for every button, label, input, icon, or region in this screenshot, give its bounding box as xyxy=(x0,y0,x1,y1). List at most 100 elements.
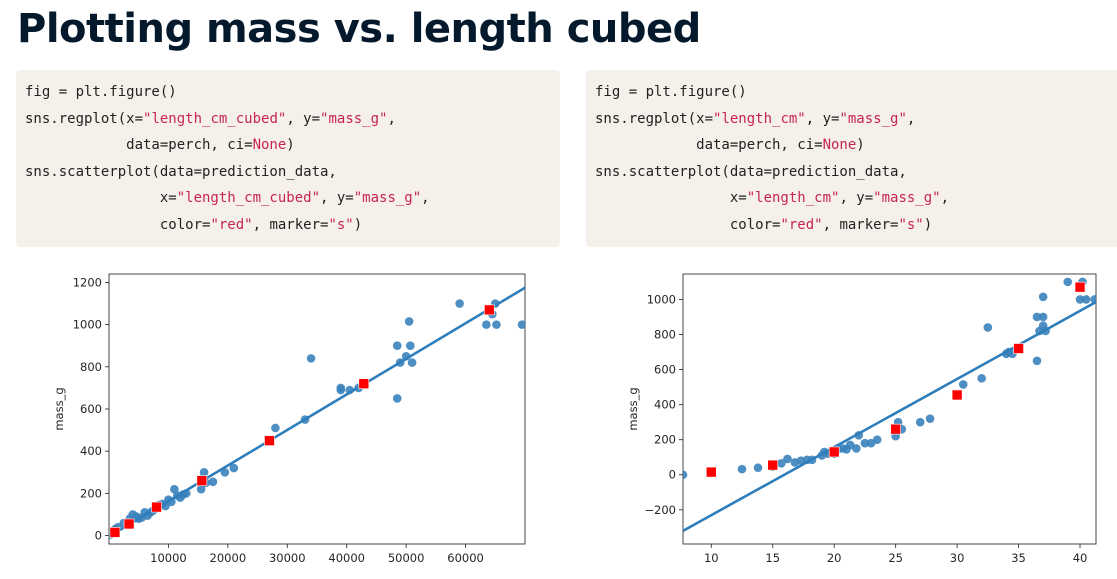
code-text: , y= xyxy=(805,110,840,127)
prediction-point xyxy=(1074,281,1086,293)
prediction-point xyxy=(264,435,275,446)
chart-mass-vs-length-cubed: 0 200 400 600 800 1000 1200 10000 20000 30000 4000… xyxy=(52,273,526,565)
y-tick-label: 1000 xyxy=(73,318,102,332)
code-text: , marker= xyxy=(822,217,899,233)
code-text: ) xyxy=(286,137,295,154)
x-tick-label: 25 xyxy=(888,551,903,565)
data-point xyxy=(407,358,417,367)
code-text: ) xyxy=(353,217,363,233)
plot-marks xyxy=(683,277,1096,532)
code-keyword: None xyxy=(252,137,287,154)
regression-line xyxy=(683,300,1096,532)
code-line: data=perch, ci=None) xyxy=(595,136,865,154)
x-tick-label: 20000 xyxy=(210,551,247,565)
data-point xyxy=(482,320,491,329)
data-point xyxy=(783,454,792,464)
code-block-length: fig = plt.figure() sns.regplot(x="length_… xyxy=(586,70,1117,247)
y-axis-label: mass_g xyxy=(626,387,640,430)
data-point xyxy=(1038,312,1048,322)
prediction-point xyxy=(1013,343,1024,354)
code-line: fig = plt.figure() xyxy=(25,83,177,101)
code-text: x= xyxy=(595,190,747,207)
data-point xyxy=(220,467,230,477)
x-tick-label: 40 xyxy=(1073,551,1088,565)
data-point xyxy=(1038,292,1048,302)
code-string: "s" xyxy=(898,217,924,233)
prediction-point xyxy=(828,446,840,458)
code-string: "length_cm_cubed" xyxy=(143,110,287,127)
data-point xyxy=(1063,277,1073,287)
y-tick-label: 0 xyxy=(95,529,102,543)
code-block-cubed: fig = plt.figure() sns.regplot(x="length_… xyxy=(16,70,560,247)
prediction-point xyxy=(767,459,779,471)
data-point xyxy=(392,394,402,403)
y-tick-label: 400 xyxy=(654,398,676,412)
code-line: sns.scatterplot(data=prediction_data, xyxy=(595,163,907,181)
code-text: sns.scatterplot(data=prediction_data, xyxy=(25,163,337,180)
code-text: x= xyxy=(25,190,177,207)
code-text: sns.regplot(x= xyxy=(25,110,144,127)
x-tick-label: 10 xyxy=(704,551,719,565)
plot-area xyxy=(682,273,1097,545)
x-tick-label: 15 xyxy=(765,551,780,565)
prediction-point xyxy=(196,475,208,487)
code-text: , y= xyxy=(286,110,321,127)
code-text: fig = plt.figure() xyxy=(595,84,747,100)
data-point xyxy=(683,470,688,480)
code-string: "red" xyxy=(780,217,823,233)
x-tick-label: 35 xyxy=(1011,551,1026,565)
code-text: data=perch, ci= xyxy=(25,137,253,154)
data-point xyxy=(1081,295,1091,304)
y-tick-label: 400 xyxy=(80,444,102,458)
code-string: "red" xyxy=(210,217,253,233)
data-point xyxy=(860,438,870,448)
y-tick-label: 600 xyxy=(654,363,676,377)
data-point xyxy=(737,464,747,474)
data-point xyxy=(777,459,786,468)
code-line: sns.regplot(x="length_cm_cubed", y="mass… xyxy=(25,110,396,128)
data-point xyxy=(406,341,415,351)
code-text: , xyxy=(387,110,396,127)
data-point xyxy=(229,463,239,473)
code-string: "mass_g" xyxy=(320,110,388,127)
data-point xyxy=(1032,312,1042,322)
code-line: sns.regplot(x="length_cm", y="mass_g", xyxy=(595,110,915,128)
data-point xyxy=(517,320,525,329)
code-line: color="red", marker="s") xyxy=(595,216,932,234)
code-text: ) xyxy=(856,137,865,154)
x-tick-label: 30000 xyxy=(269,551,306,565)
x-tick-label: 30 xyxy=(950,551,965,565)
code-text: color= xyxy=(25,217,211,233)
data-point xyxy=(196,484,206,494)
code-line: color="red", marker="s") xyxy=(25,216,362,234)
x-tick-label: 60000 xyxy=(447,551,484,565)
data-point xyxy=(925,414,935,423)
code-line: sns.scatterplot(data=prediction_data, xyxy=(25,163,337,181)
prediction-point xyxy=(705,466,717,478)
data-point xyxy=(852,444,861,453)
code-string: "mass_g" xyxy=(839,110,907,127)
code-string: "length_cm" xyxy=(746,190,840,207)
data-point xyxy=(271,423,280,433)
code-string: "length_cm_cubed" xyxy=(176,190,321,207)
code-text: , xyxy=(906,110,916,127)
code-text: , y= xyxy=(320,190,354,207)
prediction-point xyxy=(890,423,901,435)
data-point xyxy=(872,435,882,444)
code-line: x="length_cm_cubed", y="mass_g", xyxy=(25,189,430,207)
code-text: , xyxy=(940,190,950,207)
y-tick-label: 600 xyxy=(80,402,102,416)
plot-marks xyxy=(109,286,525,539)
data-point xyxy=(915,417,925,427)
code-string: "length_cm" xyxy=(713,110,806,127)
code-line: data=perch, ci=None) xyxy=(25,136,295,154)
y-tick-label: 200 xyxy=(80,486,102,500)
data-point xyxy=(455,299,464,308)
prediction-point xyxy=(358,378,370,389)
y-tick-label: 1000 xyxy=(647,292,676,306)
y-tick-label: 800 xyxy=(80,360,102,374)
x-tick-label: 20 xyxy=(827,551,842,565)
code-string: "mass_g" xyxy=(353,190,422,207)
slide-title: Plotting mass vs. length cubed xyxy=(17,6,701,52)
y-tick-label: 200 xyxy=(654,433,676,447)
